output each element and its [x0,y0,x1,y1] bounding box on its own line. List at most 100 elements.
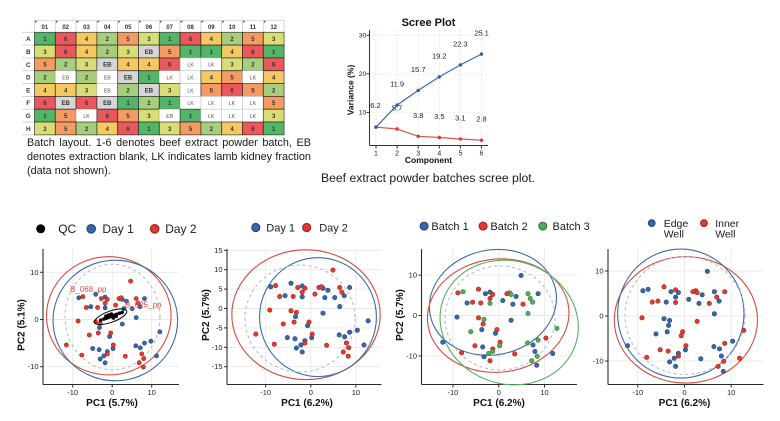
svg-text:-10: -10 [406,351,417,360]
svg-text:5: 5 [230,75,234,81]
svg-text:Day 2: Day 2 [319,222,348,234]
svg-text:LK: LK [167,75,174,81]
svg-text:1: 1 [189,50,193,56]
svg-text:0: 0 [682,388,686,397]
svg-text:PC2 (5.7%): PC2 (5.7%) [201,289,212,341]
svg-text:LK: LK [250,75,257,81]
svg-text:3: 3 [230,63,234,69]
svg-text:3: 3 [272,114,276,120]
svg-text:PC1 (6.2%): PC1 (6.2%) [473,398,525,409]
svg-text:PC2 (5.1%): PC2 (5.1%) [17,299,28,351]
svg-text:B_025_pp: B_025_pp [125,301,162,310]
svg-text:6: 6 [272,63,276,69]
svg-text:06: 06 [146,25,153,31]
svg-text:10: 10 [352,388,360,397]
svg-text:2: 2 [106,37,110,43]
svg-text:3: 3 [147,114,151,120]
svg-text:Well: Well [664,229,684,241]
svg-text:12: 12 [270,25,277,31]
svg-text:4: 4 [85,50,89,56]
svg-text:-10: -10 [447,388,458,397]
svg-text:1: 1 [168,101,172,107]
svg-text:07: 07 [166,25,173,31]
svg-text:3: 3 [168,127,172,133]
svg-text:3.1: 3.1 [455,114,465,123]
svg-text:EB: EB [62,75,69,81]
svg-text:6: 6 [480,151,484,158]
svg-text:1: 1 [210,50,214,56]
svg-text:Scree Plot: Scree Plot [402,17,456,29]
svg-text:4: 4 [43,88,47,94]
svg-text:2: 2 [147,101,151,107]
svg-text:5: 5 [189,127,193,133]
svg-text:-10: -10 [632,388,643,397]
svg-text:5: 5 [210,88,214,94]
svg-text:-10: -10 [260,388,271,397]
svg-text:-10: -10 [212,343,223,352]
svg-text:3.8: 3.8 [413,111,423,120]
svg-text:0: 0 [110,388,114,397]
svg-text:3: 3 [416,151,420,158]
svg-text:3: 3 [43,50,47,56]
svg-text:20: 20 [359,71,367,78]
svg-text:04: 04 [104,25,111,31]
svg-text:2: 2 [43,75,47,81]
svg-text:15: 15 [214,246,222,255]
svg-text:6.2: 6.2 [370,101,380,110]
svg-text:6: 6 [251,50,255,56]
svg-text:5: 5 [126,114,130,120]
svg-text:5: 5 [43,63,47,69]
svg-text:EB: EB [104,88,111,94]
svg-text:Edge: Edge [664,218,689,230]
svg-text:EB: EB [104,75,111,81]
svg-text:Well: Well [715,229,735,241]
svg-text:Day 1: Day 1 [266,222,295,234]
svg-text:LK: LK [187,101,194,107]
svg-text:PC2 (5.7%): PC2 (5.7%) [395,289,406,341]
svg-text:F: F [26,100,30,107]
svg-text:10: 10 [727,388,735,397]
svg-text:10: 10 [229,25,236,31]
svg-text:2: 2 [272,88,276,94]
svg-text:6: 6 [251,127,255,133]
svg-text:0: 0 [413,311,417,320]
svg-text:01: 01 [42,25,49,31]
svg-text:30: 30 [359,33,367,40]
svg-text:-15: -15 [212,362,223,371]
svg-text:4: 4 [64,88,68,94]
svg-text:-5: -5 [216,323,223,332]
svg-text:0: 0 [218,304,222,313]
svg-text:0: 0 [599,312,603,321]
svg-text:LK: LK [187,63,194,69]
svg-text:Batch 3: Batch 3 [553,221,590,233]
svg-text:5: 5 [272,101,276,107]
svg-text:1: 1 [43,114,47,120]
svg-text:10: 10 [148,388,156,397]
svg-text:LK: LK [229,101,236,107]
svg-text:4: 4 [230,127,234,133]
svg-text:6: 6 [126,127,130,133]
svg-text:4: 4 [230,50,234,56]
svg-text:-10: -10 [28,362,39,371]
svg-text:C: C [26,62,31,69]
svg-text:2: 2 [230,37,234,43]
svg-text:5: 5 [64,114,68,120]
svg-text:22.3: 22.3 [453,39,468,48]
svg-text:4: 4 [437,151,441,158]
svg-text:1: 1 [189,114,193,120]
svg-text:2: 2 [395,151,399,158]
svg-text:0: 0 [497,388,501,397]
svg-text:6: 6 [106,114,110,120]
svg-text:3: 3 [85,63,89,69]
svg-text:2: 2 [106,50,110,56]
svg-text:19.2: 19.2 [432,51,447,60]
svg-text:G: G [26,113,31,120]
svg-text:03: 03 [83,25,90,31]
svg-text:2: 2 [64,63,68,69]
svg-text:1: 1 [147,127,151,133]
svg-text:15.7: 15.7 [411,65,426,74]
svg-text:5.7: 5.7 [392,104,402,113]
svg-text:10: 10 [540,388,548,397]
svg-text:08: 08 [187,25,194,31]
svg-text:4: 4 [126,63,130,69]
